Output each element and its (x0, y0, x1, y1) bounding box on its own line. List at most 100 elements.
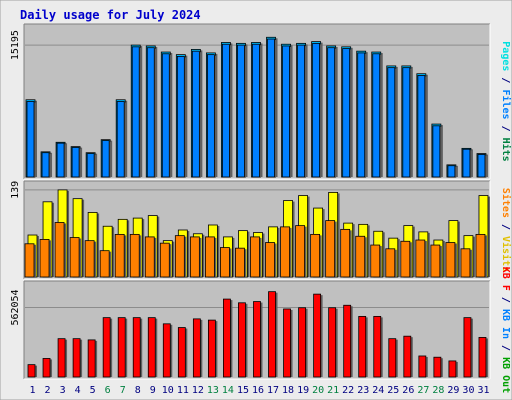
bar-files (146, 47, 155, 178)
bar-sites (445, 242, 456, 278)
x-tick-label: 19 (297, 385, 309, 396)
bar-kb-f (132, 317, 141, 378)
x-tick-label: 1 (30, 385, 36, 396)
bar-files (176, 55, 185, 178)
bar-kb-f (87, 339, 96, 378)
bar-kb-f (57, 338, 66, 378)
legend-entry: / (500, 120, 511, 138)
bar-sites (174, 235, 185, 278)
x-tick-label: 30 (462, 385, 474, 396)
bar-sites (340, 228, 351, 278)
bar-files (357, 52, 366, 178)
x-tick-label: 10 (162, 385, 174, 396)
bar-sites (475, 233, 486, 278)
x-tick-label: 13 (207, 385, 219, 396)
bar-files (101, 140, 110, 178)
bar-kb-f (192, 318, 201, 378)
bar-files (327, 47, 336, 178)
bar-sites (370, 244, 381, 278)
x-tick-label: 8 (135, 385, 141, 396)
x-tick-label: 11 (177, 385, 189, 396)
bar-files (387, 67, 396, 178)
bar-kb-f (373, 315, 382, 378)
legend-entry: KB F (500, 267, 511, 291)
bar-files (432, 125, 441, 178)
bar-files (26, 101, 35, 178)
panel-hits-files-pages: 15195 Pages / Files / Hits (10, 23, 512, 180)
bar-files (267, 38, 275, 178)
x-tick-label: 23 (357, 385, 369, 396)
x-tick-label: 16 (252, 385, 264, 396)
legend-entry: KB In (500, 309, 511, 339)
series-legend: Pages / Files / Hits (500, 41, 512, 161)
legend-entry: Sites (500, 188, 512, 218)
bar-kb-f (343, 304, 352, 378)
bar-sites (235, 247, 245, 278)
bar-kb-f (463, 317, 472, 378)
bar-files (372, 53, 381, 178)
x-tick-label: 2 (45, 385, 51, 396)
bar-files (206, 54, 215, 178)
panel-visits-sites: 139 Sites / Visits (10, 180, 512, 280)
bar-files (86, 153, 95, 178)
bar-kb-f (433, 356, 442, 378)
x-tick-label: 21 (327, 385, 339, 396)
bar-sites (24, 243, 35, 278)
bar-files (282, 45, 290, 178)
legend-entry: KB Out (500, 357, 511, 393)
bar-sites (460, 248, 471, 278)
bar-sites (415, 239, 426, 278)
bar-kb-f (403, 335, 412, 378)
bar-files (237, 44, 245, 178)
bar-kb-f (42, 358, 51, 378)
bar-kb-f (478, 337, 487, 378)
bar-kb-f (27, 364, 36, 378)
y-axis-max-label: 562054 (10, 289, 21, 325)
x-tick-label: 22 (342, 385, 354, 396)
chart-panels: 15195 Pages / Files / Hits 139 Sites / Visi… (10, 23, 512, 393)
x-tick-label: 5 (90, 385, 96, 396)
bar-sites (39, 238, 50, 278)
x-tick-label: 3 (60, 385, 66, 396)
bar-kb-f (328, 307, 337, 378)
y-axis-max-label: 15195 (10, 30, 21, 60)
bar-sites (99, 250, 110, 278)
legend-entry: Hits (500, 138, 512, 162)
bar-files (312, 42, 321, 178)
x-tick-label: 12 (192, 385, 204, 396)
bar-kb-f (102, 317, 111, 378)
legend-entry: / (500, 218, 511, 236)
x-axis-labels: 1 2 3 4 5 6 7 8 9 10 11 12 13 14 15 16 17 18 19 20 21 22 23 24 2… (30, 385, 490, 396)
bar-files (417, 75, 426, 178)
bar-kb-f (313, 293, 322, 378)
bar-sites (84, 240, 95, 278)
bar-files (161, 53, 170, 178)
bar-sites (280, 226, 290, 278)
bar-kb-f (268, 291, 276, 378)
bar-files (71, 147, 80, 178)
x-tick-label: 27 (417, 385, 429, 396)
bar-kb-f (388, 338, 397, 378)
x-tick-label: 18 (282, 385, 294, 396)
x-tick-label: 25 (387, 385, 399, 396)
bar-files (477, 154, 486, 178)
x-tick-label: 17 (267, 385, 279, 396)
x-tick-label: 6 (105, 385, 111, 396)
legend-entry: Pages (500, 41, 511, 71)
bar-sites (295, 225, 305, 278)
bar-sites (129, 233, 140, 278)
bar-sites (114, 233, 125, 278)
x-tick-label: 20 (312, 385, 324, 396)
bar-sites (265, 242, 275, 278)
bar-kb-f (283, 308, 291, 378)
x-tick-label: 26 (402, 385, 414, 396)
x-tick-label: 31 (477, 385, 489, 396)
bar-kb-f (117, 317, 126, 378)
bar-sites (310, 233, 321, 278)
bar-files (297, 44, 305, 178)
bar-sites (54, 222, 65, 278)
bar-kb-f (238, 302, 246, 378)
bar-kb-f (298, 307, 306, 378)
bar-kb-f (162, 323, 171, 378)
x-tick-label: 24 (372, 385, 384, 396)
